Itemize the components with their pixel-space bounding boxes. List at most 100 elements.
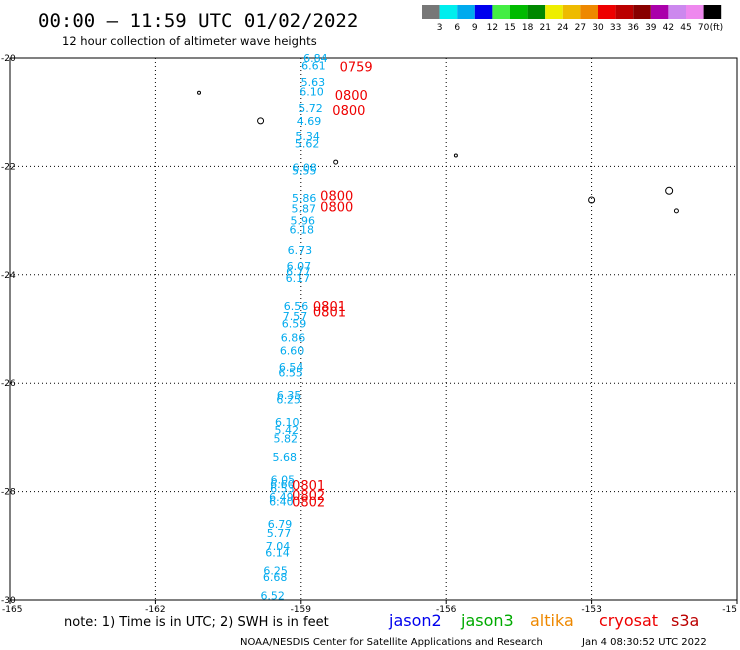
island-outline — [453, 153, 458, 158]
island-outline — [333, 159, 339, 165]
swh-value: 6.25 — [276, 393, 301, 406]
y-tick-label: -30 — [1, 596, 16, 606]
y-tick-label: -28 — [1, 488, 16, 498]
colorbar-swatch — [598, 5, 616, 19]
plot-frame — [9, 57, 738, 601]
swh-track: 6.846.615.636.105.724.695.345.626.085.55… — [260, 52, 327, 603]
swh-value: 5.68 — [273, 451, 298, 464]
axis-ticks: -165 -162 -159 -156 -153 -15 -20 -22 -24 -26 -28 -3… — [1, 54, 738, 615]
colorbar-tick-label: 6 — [454, 23, 460, 33]
page-subtitle: 12 hour collection of altimeter wave hei… — [62, 34, 317, 48]
island-outline — [197, 90, 202, 95]
y-tick-label: -24 — [1, 271, 16, 281]
time-label: 0801 — [313, 300, 346, 315]
footer-credit: NOAA/NESDIS Center for Satellite Applica… — [240, 637, 543, 648]
time-label: 0802 — [292, 489, 325, 504]
colorbar-tick-label: 36 — [627, 23, 639, 33]
colorbar-swatch — [686, 5, 704, 19]
x-tick-label: -162 — [145, 605, 165, 615]
time-label: 0800 — [320, 201, 353, 216]
y-tick-label: -22 — [1, 162, 16, 172]
swh-value: 5.72 — [298, 102, 323, 115]
colorbar-tick-label: 9 — [472, 23, 478, 33]
footer-timestamp: Jan 4 08:30:52 UTC 2022 — [581, 637, 707, 648]
grid-lines — [10, 58, 737, 600]
island-outline — [257, 117, 265, 125]
swh-value: 6.18 — [290, 223, 315, 236]
island-outline — [665, 186, 674, 195]
swh-value: 5.63 — [301, 76, 326, 89]
x-tick-label: -159 — [291, 605, 312, 615]
time-label: 0800 — [332, 104, 365, 119]
colorbar-swatch — [650, 5, 669, 19]
swh-value: 6.59 — [282, 318, 307, 331]
swh-value: 5.55 — [292, 165, 317, 178]
swh-value: 5.34 — [295, 130, 320, 143]
page-title: 00:00 – 11:59 UTC 01/02/2022 — [38, 10, 358, 32]
legend-entry: s3a — [671, 611, 699, 630]
x-tick-label: -153 — [581, 605, 601, 615]
swh-value: 5.62 — [295, 138, 320, 151]
colorbar-swatch — [545, 5, 563, 19]
colorbar-tick-label: 12 — [487, 23, 498, 33]
island-outline — [673, 208, 679, 214]
color-bar: 3 6 9 12 15 18 21 24 27 30 33 36 39 42 45 70 (ft) — [422, 5, 723, 33]
swh-value: 6.79 — [268, 518, 293, 531]
swh-value: 7.57 — [283, 310, 308, 323]
swh-value: 6.08 — [292, 161, 317, 174]
satellite-legend: jason2 jason3 altika cryosat s3a — [388, 611, 699, 630]
colorbar-swatch — [492, 5, 510, 19]
swh-value: 6.61 — [301, 60, 326, 73]
swh-value: 6.10 — [275, 416, 300, 429]
colorbar-swatch — [457, 5, 475, 19]
colorbar-tick-label: 30 — [592, 23, 604, 33]
swh-value: 6.49 — [269, 491, 294, 504]
colorbar-swatch — [439, 5, 458, 19]
time-label: 0800 — [320, 190, 353, 205]
swh-value: 6.55 — [278, 366, 303, 379]
swh-value: 4.69 — [297, 115, 322, 128]
colorbar-unit: (ft) — [710, 23, 724, 33]
swh-value: 5.96 — [290, 215, 315, 228]
swh-value: 5.87 — [291, 203, 316, 216]
time-label: 0802 — [292, 495, 325, 510]
swh-value: 6.35 — [277, 389, 302, 402]
swh-value: 6.53 — [270, 482, 295, 495]
colorbar-tick-label: 45 — [680, 23, 691, 33]
colorbar-tick-label: 33 — [610, 23, 621, 33]
swh-value: 6.77 — [286, 266, 311, 279]
x-tick-label: -15 — [722, 605, 737, 615]
legend-entry: jason2 — [388, 611, 442, 630]
colorbar-swatch — [562, 5, 581, 19]
swh-value: 6.10 — [299, 86, 324, 99]
swh-value: 6.25 — [263, 565, 288, 578]
swh-value: 6.40 — [269, 495, 294, 508]
swh-value: 6.86 — [281, 332, 306, 345]
colorbar-swatch — [633, 5, 651, 19]
swh-value: 5.82 — [274, 432, 299, 445]
time-label: 0801 — [292, 479, 325, 494]
swh-value: 6.84 — [303, 52, 328, 65]
swh-value: 6.07 — [287, 260, 312, 273]
colorbar-swatch — [668, 5, 686, 19]
colorbar-swatch — [615, 5, 634, 19]
swh-value: 6.60 — [280, 345, 305, 358]
colorbar-swatch — [474, 5, 493, 19]
colorbar-swatch — [703, 5, 722, 19]
swh-value: 6.56 — [284, 300, 309, 313]
islands — [197, 90, 679, 214]
colorbar-tick-label: 18 — [522, 23, 534, 33]
x-tick-label: -165 — [2, 605, 22, 615]
colorbar-tick-label: 24 — [557, 23, 569, 33]
swh-value: 7.04 — [266, 540, 291, 553]
legend-entry: cryosat — [599, 611, 658, 630]
legend-entry: altika — [530, 611, 574, 630]
y-tick-label: -26 — [1, 379, 16, 389]
colorbar-tick-label: 15 — [504, 23, 515, 33]
plot-area: -165 -162 -159 -156 -153 -15 -20 -22 -24 -26 -28 -3… — [1, 52, 738, 615]
colorbar-swatch — [422, 5, 440, 19]
x-tick-label: -156 — [436, 605, 457, 615]
swh-value: 5.42 — [274, 424, 299, 437]
